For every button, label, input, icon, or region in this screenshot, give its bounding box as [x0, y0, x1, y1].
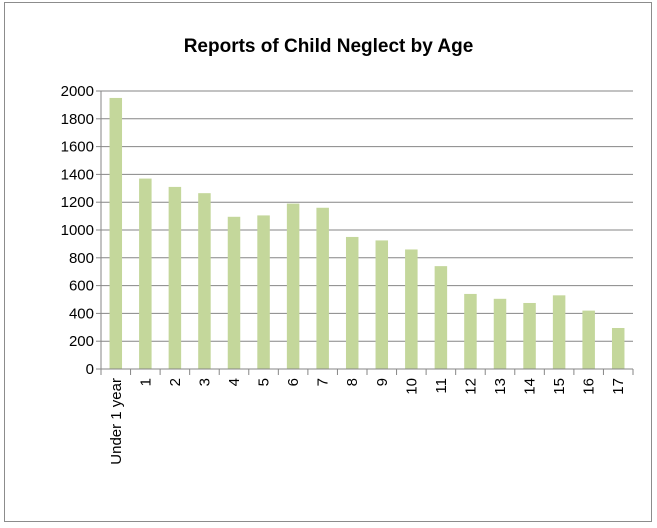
- y-tick-label: 0: [86, 361, 94, 378]
- x-tick-label: 2: [167, 378, 184, 386]
- bar: [316, 207, 329, 369]
- x-tick-label: 11: [433, 378, 450, 394]
- bar: [345, 236, 359, 369]
- y-tick-label: 1400: [61, 166, 94, 183]
- x-tick-label: 15: [551, 378, 568, 395]
- axes: [96, 90, 634, 375]
- y-tick-labels: 0 200 400 600 800 1000 1200 1400 1600 1800 2000: [61, 83, 94, 378]
- x-tick-label: 13: [492, 378, 509, 395]
- y-tick-label: 1600: [61, 139, 94, 156]
- x-tick-label: 17: [610, 378, 627, 395]
- x-tick-label: 1: [137, 378, 154, 386]
- x-tick-label: 5: [256, 378, 273, 386]
- x-tick-label: 6: [285, 378, 302, 386]
- bar: [523, 302, 536, 369]
- y-tick-label: 200: [69, 333, 94, 350]
- x-tick-label: Under 1 year: [108, 378, 125, 465]
- x-tick-label: 12: [462, 378, 479, 395]
- bar: [168, 186, 182, 369]
- x-tick-labels: Under 1 year 1 2 3 4 5 6 7 8 9 10 11 12 13 14 15 16 17: [108, 378, 627, 465]
- bar: [493, 298, 507, 369]
- bar: [109, 97, 123, 369]
- gridlines: [101, 90, 633, 342]
- bar: [405, 249, 418, 369]
- y-tick-label: 600: [69, 278, 94, 295]
- x-tick-label: 16: [581, 378, 598, 395]
- bar: [464, 293, 477, 369]
- y-tick-label: 1200: [61, 194, 94, 211]
- x-tick-label: 8: [344, 378, 361, 386]
- bar: [227, 216, 241, 369]
- bars: [109, 97, 625, 369]
- y-tick-label: 2000: [61, 83, 94, 100]
- y-tick-label: 800: [69, 250, 94, 267]
- y-tick-label: 1800: [61, 111, 94, 128]
- x-tick-label: 14: [522, 378, 539, 395]
- y-tick-label: 1000: [61, 222, 94, 239]
- bar: [552, 295, 566, 369]
- chart-title: Reports of Child Neglect by Age: [183, 36, 474, 57]
- bar: [139, 178, 152, 369]
- bar: [375, 240, 389, 369]
- x-tick-label: 9: [374, 378, 391, 386]
- x-tick-label: 10: [403, 378, 420, 395]
- y-tick-label: 400: [69, 305, 94, 322]
- bar: [198, 193, 211, 369]
- x-tick-label: 7: [315, 378, 332, 386]
- bar: [582, 310, 595, 369]
- bar: [611, 327, 625, 369]
- bar: [434, 266, 448, 369]
- bar: [286, 203, 300, 369]
- bar: [257, 215, 270, 369]
- x-tick-label: 3: [196, 378, 213, 386]
- x-tick-label: 4: [226, 378, 243, 386]
